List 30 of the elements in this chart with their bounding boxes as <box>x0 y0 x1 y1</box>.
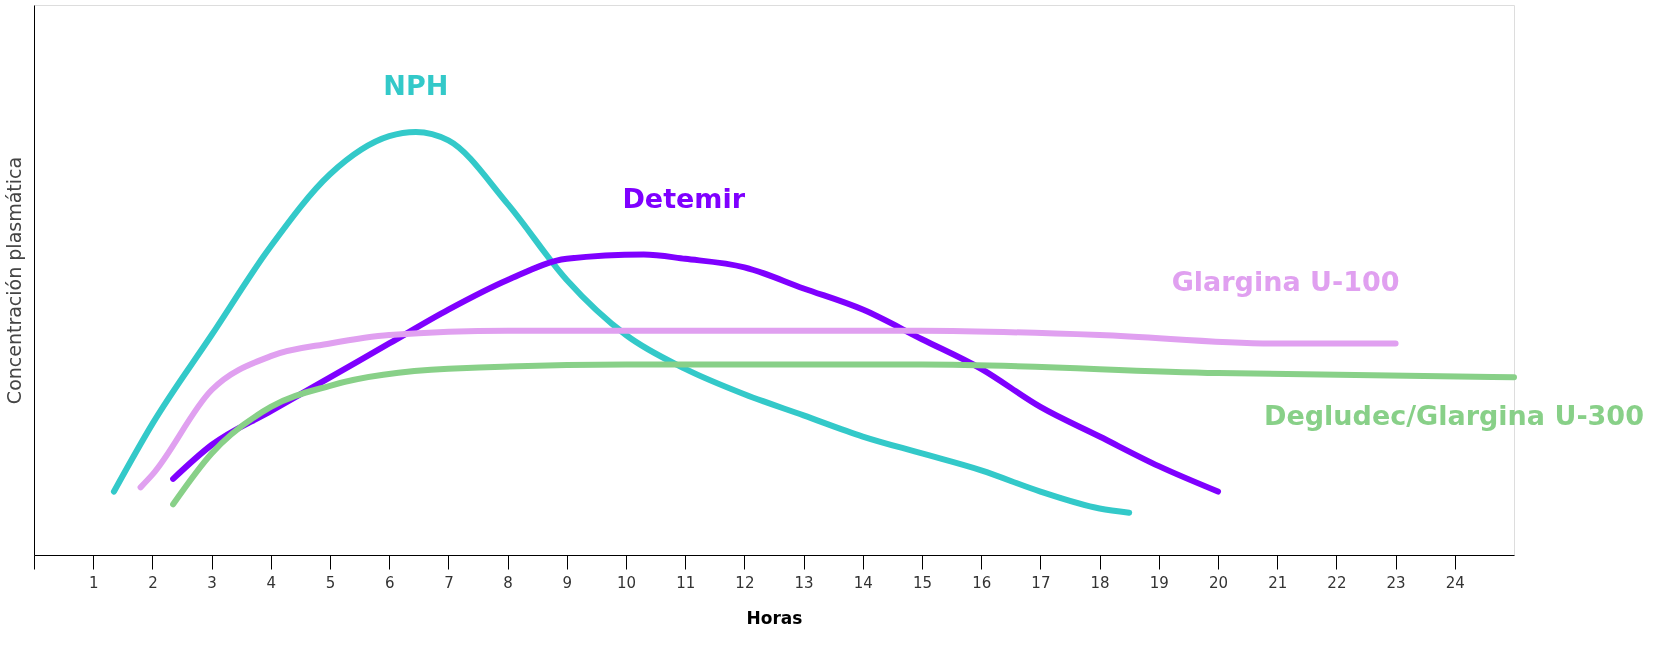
x-tick-label: 16 <box>972 573 992 592</box>
series-label: Detemir <box>622 182 746 214</box>
x-tick-label: 8 <box>503 573 513 592</box>
x-tick-label: 12 <box>735 573 755 592</box>
x-tick-label: 1 <box>88 573 99 592</box>
x-tick-label: 4 <box>266 573 277 592</box>
x-tick-label: 9 <box>562 573 573 592</box>
series-label: Glargina U-100 <box>1171 266 1400 298</box>
x-tick-label: 21 <box>1268 573 1288 592</box>
x-tick-label: 7 <box>444 573 454 592</box>
x-tick-label: 13 <box>794 573 814 592</box>
x-tick-label: 23 <box>1386 573 1406 592</box>
x-tick-label: 22 <box>1327 573 1347 592</box>
x-tick-label: 10 <box>616 573 637 592</box>
series-label: NPH <box>383 69 449 101</box>
x-tick-label: 2 <box>148 573 158 592</box>
x-tick-label: 6 <box>384 573 395 592</box>
x-axis-title: Horas <box>746 607 803 628</box>
x-tick-label: 5 <box>325 573 336 592</box>
x-tick-label: 15 <box>912 573 933 592</box>
x-tick-label: 14 <box>853 573 873 592</box>
x-tick-label: 18 <box>1090 573 1110 592</box>
y-axis-title: Concentración plasmática <box>2 156 25 405</box>
series-label: Degludec/Glargina U-300 <box>1264 400 1644 432</box>
x-tick-label: 20 <box>1208 573 1229 592</box>
x-tick-label: 3 <box>207 573 217 592</box>
x-tick-label: 19 <box>1149 573 1169 592</box>
x-tick-label: 24 <box>1445 573 1465 592</box>
x-tick-label: 11 <box>676 573 696 592</box>
x-tick-label: 17 <box>1031 573 1051 592</box>
